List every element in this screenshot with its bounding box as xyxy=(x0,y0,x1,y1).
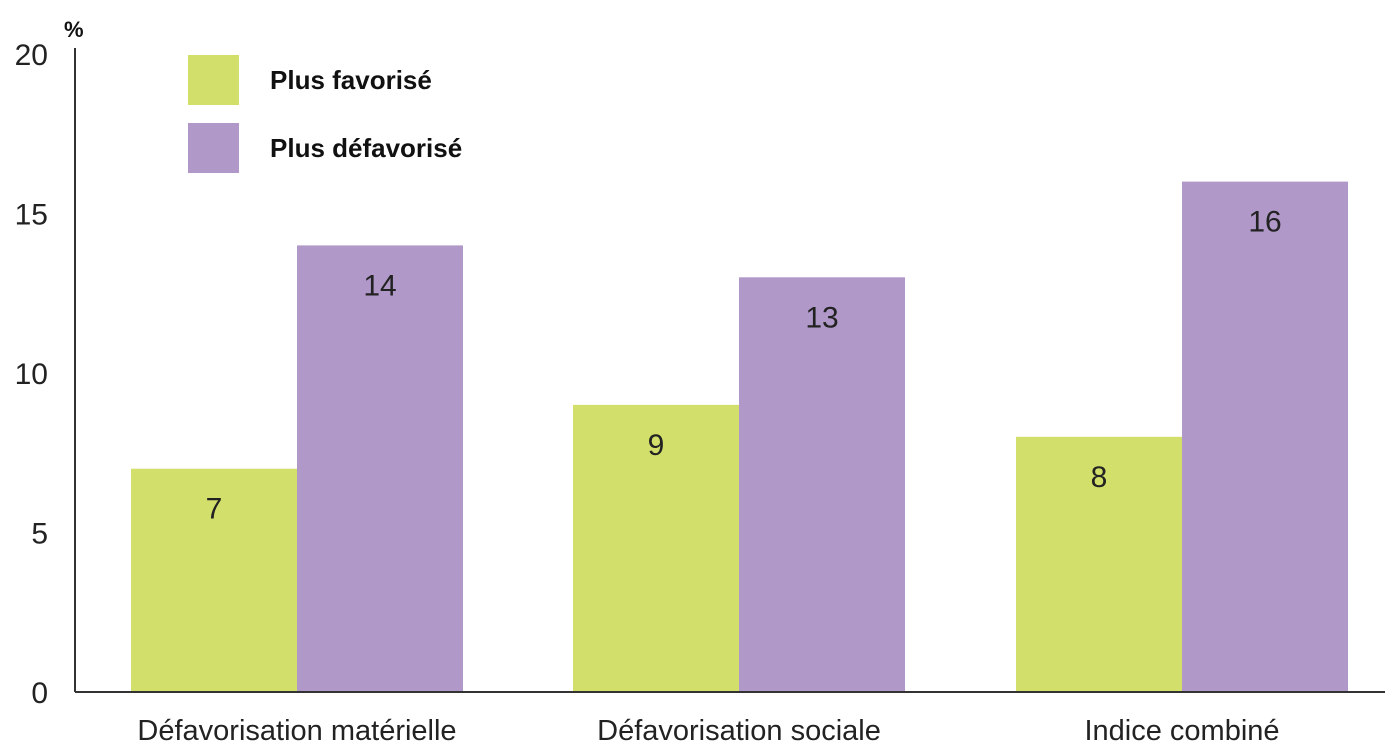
x-tick-label-1: Défavorisation sociale xyxy=(597,715,881,747)
y-axis-unit-label: % xyxy=(64,17,84,42)
legend-label-1: Plus défavorisé xyxy=(270,133,462,163)
x-tick-label-2: Indice combiné xyxy=(1084,715,1279,747)
data-label-1-2: 16 xyxy=(1248,206,1281,239)
data-labels-group: 7 14 9 13 8 16 xyxy=(206,206,1282,526)
bar-plus-defavorise-0 xyxy=(297,245,463,692)
legend-swatch-0 xyxy=(188,55,239,105)
data-label-1-0: 14 xyxy=(363,269,396,302)
bar-plus-defavorise-1 xyxy=(739,277,905,692)
y-tick-label-4: 20 xyxy=(15,39,48,72)
y-tick-label-2: 10 xyxy=(15,358,48,391)
y-tick-label-3: 15 xyxy=(15,199,48,232)
data-label-0-2: 8 xyxy=(1091,461,1108,494)
legend: Plus favorisé Plus défavorisé xyxy=(188,55,462,173)
bar-plus-favorise-1 xyxy=(573,404,739,692)
bars-group xyxy=(131,181,1348,692)
data-label-0-0: 7 xyxy=(206,493,223,526)
legend-label-0: Plus favorisé xyxy=(270,65,432,95)
y-tick-label-0: 0 xyxy=(31,677,48,710)
legend-swatch-1 xyxy=(188,123,239,173)
bar-plus-defavorise-2 xyxy=(1182,181,1348,692)
bar-plus-favorise-2 xyxy=(1016,436,1182,692)
bar-plus-favorise-0 xyxy=(131,468,297,692)
axes-group: Défavorisation matérielle Défavorisation … xyxy=(15,39,1385,747)
y-tick-label-1: 5 xyxy=(31,518,48,551)
data-label-1-1: 13 xyxy=(805,301,838,334)
x-tick-label-0: Défavorisation matérielle xyxy=(137,715,456,747)
data-label-0-1: 9 xyxy=(648,429,665,462)
